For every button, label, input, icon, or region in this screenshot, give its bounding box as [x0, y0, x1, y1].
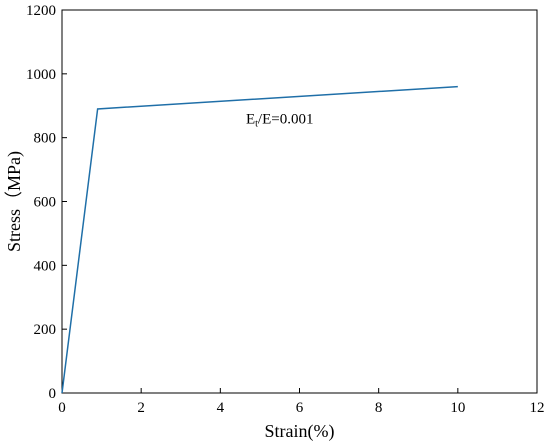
x-tick-label: 12 — [530, 400, 545, 416]
y-axis-title: Stress（MPa) — [4, 151, 25, 252]
annotation-label: Et/E=0.001 — [246, 111, 314, 129]
series-layer — [61, 85, 458, 394]
x-axis-title: Strain(%) — [265, 421, 335, 442]
x-axis: 0 2 4 6 8 10 12 — [58, 388, 545, 416]
y-tick-label: 200 — [34, 322, 57, 338]
annotation-rest: /E=0.001 — [258, 111, 314, 127]
x-tick-label: 0 — [58, 400, 66, 416]
y-tick-label: 0 — [49, 386, 57, 402]
x-tick-label: 6 — [296, 400, 304, 416]
x-tick-label: 8 — [375, 400, 383, 416]
x-tick-label: 4 — [217, 400, 225, 416]
y-tick-label: 1200 — [26, 3, 56, 19]
annotation-main: E — [246, 111, 255, 127]
y-tick-label: 600 — [34, 195, 57, 211]
x-tick-label: 10 — [450, 400, 465, 416]
plot-frame — [61, 9, 538, 394]
y-axis: 0 200 400 600 800 1000 1200 — [26, 3, 67, 402]
annotation-layer: Et/E=0.001 — [246, 111, 314, 129]
series-line — [61, 85, 458, 394]
y-tick-label: 800 — [34, 131, 57, 147]
y-tick-label: 400 — [34, 258, 57, 274]
annotation-subscript: t — [255, 118, 258, 129]
x-tick-label: 2 — [137, 400, 145, 416]
y-tick-label: 1000 — [26, 67, 56, 83]
